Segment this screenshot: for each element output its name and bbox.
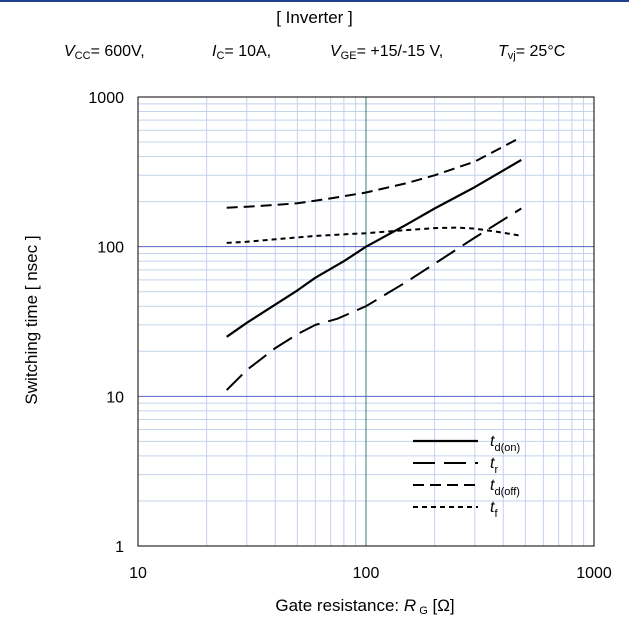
y-tick-label: 1 — [115, 539, 124, 556]
series-line-r — [225, 207, 522, 391]
top-rule — [0, 0, 629, 2]
y-tick-label: 1000 — [88, 90, 124, 107]
series-lines — [225, 136, 522, 391]
x-tick-label: 10 — [129, 565, 147, 582]
series-line-don — [226, 158, 522, 338]
test-conditions: VCC= 600V, IC= 10A, VGE= +15/-15 V, Tvj=… — [0, 43, 629, 67]
legend-label: tf — [490, 499, 498, 520]
condition-tvj: Tvj= 25°C — [498, 43, 566, 62]
condition-ic: IC= 10A, — [212, 43, 272, 62]
series-line-f — [226, 226, 522, 244]
y-tick-label: 10 — [106, 389, 124, 406]
x-tick-label: 100 — [353, 565, 380, 582]
y-tick-label: 100 — [97, 240, 124, 257]
series-line-doff — [226, 136, 522, 209]
x-tick-label: 1000 — [576, 565, 612, 582]
x-axis-label: Gate resistance: R G [Ω] — [275, 596, 455, 617]
condition-vcc: VCC= 600V, — [64, 43, 145, 62]
plot-frame — [137, 96, 595, 547]
legend-label: tr — [490, 455, 498, 476]
grid — [138, 97, 594, 546]
condition-vge: VGE= +15/-15 V, — [330, 43, 444, 62]
tick-labels: 10 100 1000 1 10 100 1000 — [88, 90, 611, 582]
chart-title: [ Inverter ] — [276, 8, 353, 27]
legend-label: td(on) — [490, 433, 520, 454]
legend-label: td(off) — [490, 477, 520, 498]
